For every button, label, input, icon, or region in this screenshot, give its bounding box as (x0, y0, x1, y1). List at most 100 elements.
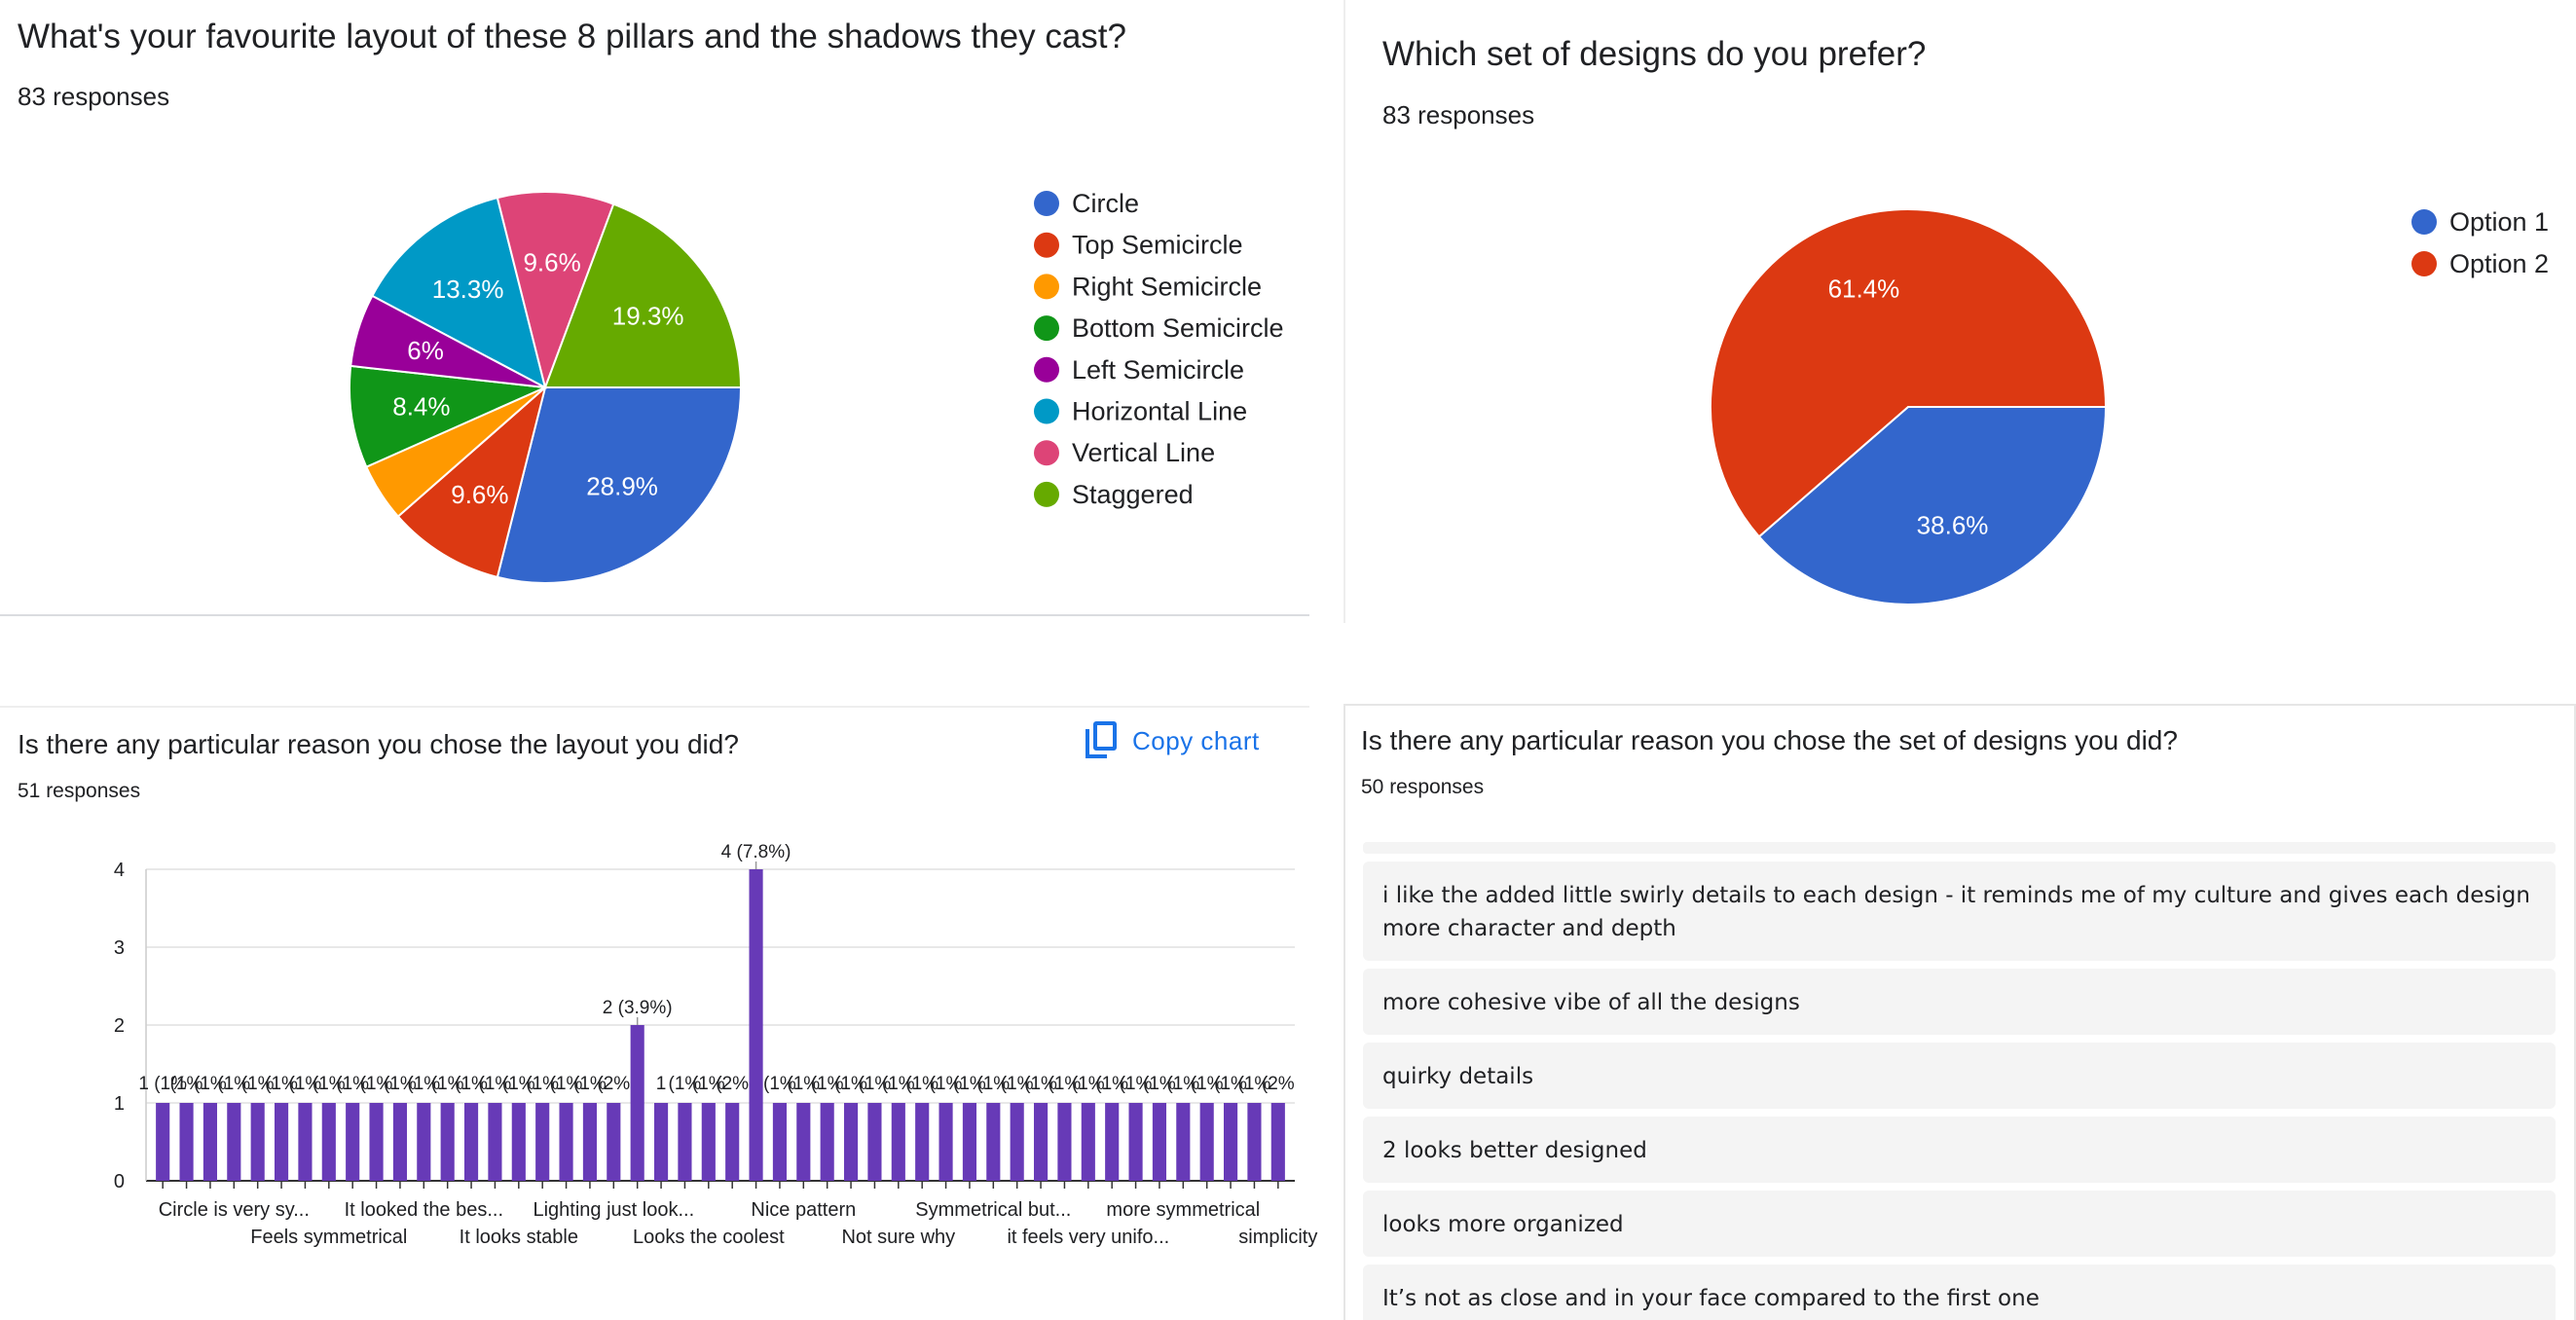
bar (796, 1103, 811, 1181)
bar-data-label: (1% (336, 1074, 369, 1094)
pie-slice (1757, 406, 2108, 605)
bar (843, 1103, 859, 1181)
bar-data-label: (1% (217, 1074, 250, 1094)
bar-data-label: (1% (859, 1074, 892, 1094)
bar-data-label: (1% (763, 1074, 796, 1094)
x-tick-label: Feels symmetrical (250, 1227, 407, 1248)
bar-data-label: 2 (3.9%) (603, 998, 673, 1018)
x-tick-label: more symmetrical (1106, 1199, 1260, 1221)
bar-data-label: (1% (384, 1074, 417, 1094)
bar-data-label: (1% (1120, 1074, 1153, 1094)
pie-slice-label: 9.6% (523, 248, 580, 277)
pie-slice (371, 196, 547, 389)
bar-data-label: 1 (1% (138, 1074, 187, 1094)
bar (156, 1103, 170, 1181)
bar-data-label: 4 (7.8%) (721, 842, 791, 862)
bar (392, 1103, 408, 1181)
design-reason-panel: Is there any particular reason you chose… (1343, 704, 2576, 1320)
bar (1247, 1103, 1262, 1181)
bar (179, 1103, 194, 1181)
bar (369, 1103, 384, 1181)
response-list[interactable]: i like the added little swirly details t… (1363, 842, 2556, 1320)
legend-swatch (1034, 398, 1059, 424)
layout-pie-panel: What's your favourite layout of these 8 … (0, 0, 1309, 616)
bar (1176, 1103, 1191, 1181)
bar (678, 1103, 692, 1181)
pie-slice-label: 28.9% (586, 471, 658, 500)
bar (938, 1103, 953, 1181)
bar-data-label: (1% (1001, 1074, 1034, 1094)
pie-slice-label: 19.3% (612, 302, 684, 331)
bar-data-label: (1% (1238, 1074, 1271, 1094)
bar (701, 1103, 716, 1181)
list-scroll-edge (1363, 842, 2556, 854)
copy-chart-label: Copy chart (1132, 725, 1260, 755)
pie-slice-label: 9.6% (451, 480, 508, 509)
bar-data-label: (1% (930, 1074, 963, 1094)
bar (1010, 1103, 1024, 1181)
bar (1128, 1103, 1143, 1181)
bar-data-label: (1% (265, 1074, 298, 1094)
bar (986, 1103, 1001, 1181)
legend-entry: Horizontal Line (1072, 397, 1247, 426)
bar-data-label: (1% (976, 1074, 1010, 1094)
bar-data-label: (1% (882, 1074, 915, 1094)
bar-data-label: (1% (573, 1074, 607, 1094)
bar-data-label: (1% (905, 1074, 938, 1094)
bar-data-label: (1% (526, 1074, 559, 1094)
bar-data-label: (1% (360, 1074, 393, 1094)
legend-swatch (1034, 274, 1059, 300)
bar-data-label: (1% (1024, 1074, 1057, 1094)
bar-data-label: (1% (1095, 1074, 1128, 1094)
list-item: quirky details (1363, 1043, 2556, 1109)
legend-swatch (1034, 315, 1059, 342)
pie-slice (349, 364, 549, 468)
pie-slice-label: 6% (407, 336, 444, 365)
bar (346, 1103, 360, 1181)
bar-data-label: (1% (1143, 1074, 1176, 1094)
bar (891, 1103, 905, 1181)
x-tick-label: Symmetrical but... (915, 1199, 1071, 1221)
list-item: 2 looks better designed (1363, 1117, 2556, 1183)
design-pie-chart: 38.6% 61.4% Option 1 Option 2 (1710, 207, 2549, 605)
pie-slice (1710, 208, 2108, 538)
bar (559, 1103, 573, 1181)
bar (440, 1103, 455, 1181)
bar-data-label: (1% (289, 1074, 322, 1094)
bar (1152, 1103, 1167, 1181)
list-item: looks more organized (1363, 1191, 2556, 1257)
bar (1199, 1103, 1214, 1181)
bar (488, 1103, 502, 1181)
copy-chart-button[interactable]: Copy chart (1086, 719, 1260, 762)
y-tick-label: 2 (114, 1015, 125, 1037)
bar-data-label: (1% (431, 1074, 464, 1094)
bar-data-label: (1% (811, 1074, 844, 1094)
bar-data-label: (1% (455, 1074, 488, 1094)
bar (511, 1103, 526, 1181)
pie-slice-label: 61.4% (1828, 274, 1900, 303)
bar-data-label: (1% (1049, 1074, 1082, 1094)
bar (820, 1103, 834, 1181)
layout-reason-panel: Is there any particular reason you chose… (0, 706, 1317, 1320)
bar-data-label: (1% (787, 1074, 820, 1094)
legend-entry: Option 2 (2449, 249, 2549, 278)
design-reason-title: Is there any particular reason you chose… (1361, 725, 2178, 755)
x-tick-label: it feels very unifo... (1007, 1227, 1169, 1248)
pie-slice-label: 8.4% (392, 392, 450, 422)
pie-slice (496, 386, 743, 584)
pie-slice-label: 38.6% (1917, 511, 1989, 540)
bar (962, 1103, 977, 1181)
x-tick-label: It looks stable (460, 1227, 578, 1248)
design-reason-count: 50 responses (1361, 776, 1485, 798)
legend-swatch (1034, 356, 1059, 383)
legend-swatch (1034, 440, 1059, 466)
x-tick-label: Circle is very sy... (159, 1199, 310, 1221)
bar-data-label: (1% (407, 1074, 440, 1094)
bar (772, 1103, 788, 1181)
legend-entry: Top Semicircle (1072, 231, 1243, 260)
y-tick-label: 1 (114, 1093, 125, 1115)
bar-data-label: (1% (241, 1074, 275, 1094)
bar-data-label: (1% (1191, 1074, 1224, 1094)
legend-swatch (1034, 232, 1059, 258)
x-tick-label: simplicity (1238, 1227, 1317, 1248)
